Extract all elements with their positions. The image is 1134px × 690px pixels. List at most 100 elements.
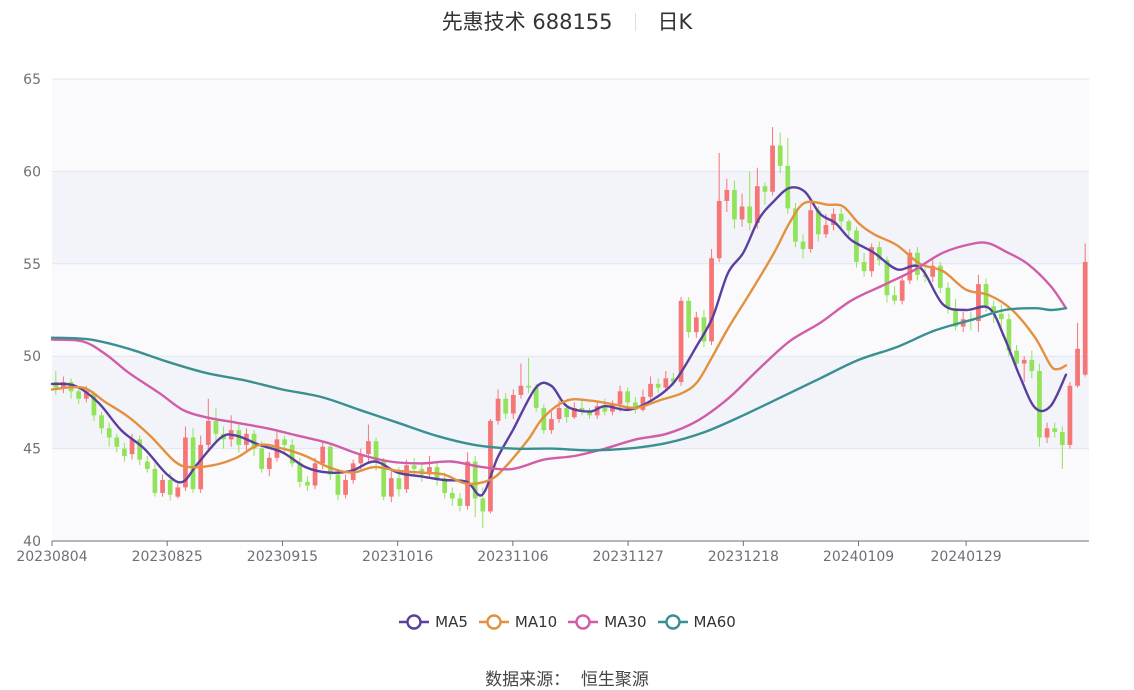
data-source: 数据来源： 恒生聚源 — [0, 665, 1134, 690]
candle — [587, 407, 592, 420]
candle-body — [571, 407, 577, 418]
candle-body — [640, 396, 646, 410]
candle — [808, 199, 814, 253]
candle — [1044, 422, 1050, 444]
legend-label: MA60 — [693, 613, 736, 631]
candle-body — [777, 145, 783, 166]
candle — [388, 470, 394, 503]
candle-body — [1052, 428, 1058, 432]
candle — [289, 439, 295, 468]
candle — [1037, 363, 1042, 447]
candle-body — [1075, 348, 1080, 386]
candle-body — [808, 210, 814, 250]
candle-body — [449, 492, 455, 499]
ma-line-ma5 — [50, 186, 1068, 497]
candle-body — [976, 284, 981, 322]
candle — [663, 370, 669, 392]
candle — [449, 487, 455, 506]
candle — [335, 468, 341, 501]
legend-marker-icon — [399, 614, 430, 630]
candle-body — [205, 420, 211, 445]
candle-body — [327, 446, 333, 475]
candle-body — [114, 437, 120, 447]
candle-body — [442, 478, 448, 493]
candle-body — [480, 498, 486, 512]
candle-body — [884, 260, 890, 296]
candle — [976, 274, 981, 333]
candle-body — [838, 213, 844, 222]
candle — [190, 428, 196, 493]
candle-body — [259, 448, 265, 469]
candle-body — [1006, 319, 1012, 351]
legend-item-ma60[interactable]: MA60 — [657, 613, 736, 631]
candle-body — [953, 308, 958, 327]
candle — [892, 285, 897, 305]
candle-body — [625, 391, 631, 403]
x-tick-label: 20230915 — [247, 549, 318, 565]
candle-body — [762, 186, 768, 192]
ma-line-ma10 — [50, 200, 1068, 486]
candle-body — [343, 480, 348, 495]
candle — [137, 435, 143, 466]
candle-body — [686, 300, 692, 333]
candle — [625, 387, 631, 410]
candle-body — [724, 189, 730, 201]
candle — [899, 274, 905, 305]
candle — [152, 463, 158, 497]
candle-body — [587, 411, 592, 416]
candle — [831, 208, 836, 231]
candle — [1075, 322, 1080, 388]
candle — [213, 407, 219, 444]
candle-body — [91, 393, 97, 416]
candle — [579, 400, 585, 416]
legend-item-ma10[interactable]: MA10 — [478, 613, 557, 631]
candlestick-chart: 40 45 50 55 60 65 20230804 20230825 20230915 2023… — [16, 72, 1089, 565]
x-tick-label: 20231127 — [592, 549, 663, 565]
candle-body — [266, 457, 272, 469]
y-tick-label: 65 — [23, 72, 41, 88]
candle — [869, 243, 875, 277]
candle — [762, 182, 768, 205]
candle — [305, 476, 310, 492]
candle-body — [1059, 431, 1065, 445]
y-tick-label: 55 — [23, 257, 41, 273]
candle-body — [549, 419, 554, 431]
legend-item-ma30[interactable]: MA30 — [567, 613, 647, 631]
candle-body — [510, 395, 516, 414]
candle-body — [594, 406, 600, 416]
candle — [144, 455, 150, 473]
candle — [937, 261, 943, 294]
candle — [1021, 356, 1027, 383]
candle — [312, 457, 318, 490]
candle-body — [427, 467, 432, 475]
plot-band — [52, 356, 1089, 449]
candle-body — [457, 498, 463, 506]
candle — [648, 376, 653, 401]
candle — [754, 167, 760, 229]
source-value: 恒生聚源 — [580, 670, 649, 690]
legend-item-ma5[interactable]: MA5 — [398, 613, 468, 631]
candle-body — [556, 407, 562, 420]
candle-body — [358, 454, 364, 464]
y-tick-label: 45 — [23, 442, 41, 458]
candle-body — [503, 398, 509, 414]
candle — [732, 180, 737, 229]
candle-body — [495, 398, 501, 421]
candle-body — [632, 402, 638, 410]
candle — [838, 208, 844, 229]
legend-label: MA10 — [514, 613, 558, 631]
candle-body — [533, 387, 539, 408]
candle-body — [488, 420, 493, 512]
candle-body — [282, 439, 287, 445]
candle — [793, 202, 798, 248]
candle-body — [99, 415, 104, 429]
y-tick-label: 40 — [23, 534, 41, 550]
candle — [716, 152, 722, 262]
candle-body — [602, 406, 608, 412]
candle — [800, 234, 806, 259]
candle — [76, 387, 82, 405]
candle — [366, 424, 371, 462]
candle — [777, 132, 783, 174]
candle-body — [892, 295, 897, 301]
candle — [701, 310, 707, 347]
